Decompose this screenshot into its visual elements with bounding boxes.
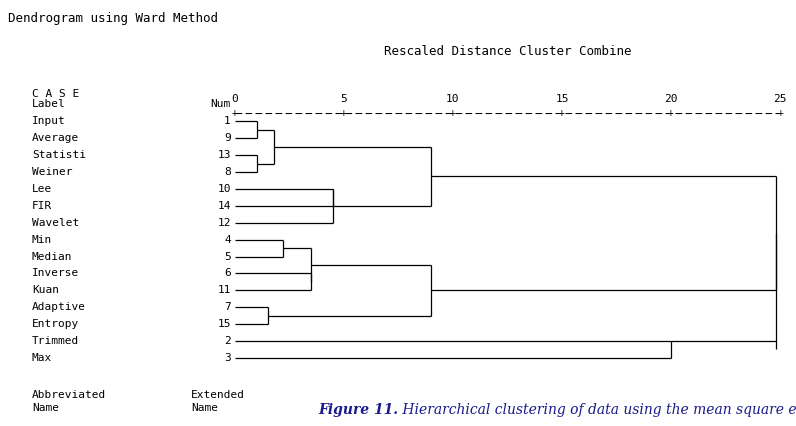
Text: Median: Median [32,251,72,262]
Text: Min: Min [32,235,52,245]
Text: +: + [341,108,347,118]
Text: Extended: Extended [191,390,245,400]
Text: 0: 0 [232,94,238,104]
Text: 14: 14 [217,201,231,211]
Text: +: + [559,108,565,118]
Text: Dendrogram using Ward Method: Dendrogram using Ward Method [8,12,218,25]
Text: 8: 8 [224,167,231,177]
Text: Num: Num [211,99,231,109]
Text: Adaptive: Adaptive [32,302,86,312]
Text: Average: Average [32,133,79,143]
Text: Entropy: Entropy [32,319,79,329]
Text: 10: 10 [217,184,231,194]
Text: Hierarchical clustering of data using the mean square error.: Hierarchical clustering of data using th… [398,403,796,417]
Text: 5: 5 [341,94,347,104]
Text: 6: 6 [224,268,231,279]
Text: 3: 3 [224,353,231,363]
Text: +: + [450,108,456,118]
Text: Statisti: Statisti [32,150,86,160]
Text: 7: 7 [224,302,231,312]
Text: 12: 12 [217,218,231,228]
Text: +: + [777,108,783,118]
Text: 9: 9 [224,133,231,143]
Text: 5: 5 [224,251,231,262]
Text: Kuan: Kuan [32,285,59,295]
Text: 1: 1 [224,116,231,127]
Text: 11: 11 [217,285,231,295]
Text: 15: 15 [556,94,568,104]
Text: C A S E: C A S E [32,89,79,99]
Text: Name: Name [32,403,59,412]
Text: Lee: Lee [32,184,52,194]
Text: 4: 4 [224,235,231,245]
Text: Inverse: Inverse [32,268,79,279]
Text: +: + [232,108,238,118]
Text: 25: 25 [774,94,786,104]
Text: Weiner: Weiner [32,167,72,177]
Text: Rescaled Distance Cluster Combine: Rescaled Distance Cluster Combine [384,45,631,58]
Text: FIR: FIR [32,201,52,211]
Text: 10: 10 [447,94,459,104]
Text: 15: 15 [217,319,231,329]
Text: Abbreviated: Abbreviated [32,390,106,400]
Text: 20: 20 [665,94,677,104]
Text: Max: Max [32,353,52,363]
Text: Label: Label [32,99,65,109]
Text: Trimmed: Trimmed [32,336,79,346]
Text: 13: 13 [217,150,231,160]
Text: 2: 2 [224,336,231,346]
Text: Figure 11.: Figure 11. [318,403,398,417]
Text: Input: Input [32,116,65,127]
Text: +: + [668,108,674,118]
Text: Wavelet: Wavelet [32,218,79,228]
Text: Name: Name [191,403,218,412]
